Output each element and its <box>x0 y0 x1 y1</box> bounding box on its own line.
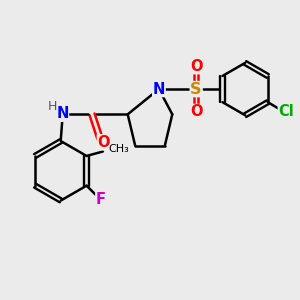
Text: O: O <box>190 59 202 74</box>
Text: N: N <box>56 106 68 121</box>
Text: S: S <box>190 82 202 97</box>
Text: Cl: Cl <box>278 104 294 119</box>
Text: F: F <box>96 191 106 206</box>
Text: O: O <box>98 135 110 150</box>
Text: N: N <box>153 82 165 97</box>
Text: CH₃: CH₃ <box>108 144 129 154</box>
Text: H: H <box>48 100 57 112</box>
Text: O: O <box>190 104 202 119</box>
